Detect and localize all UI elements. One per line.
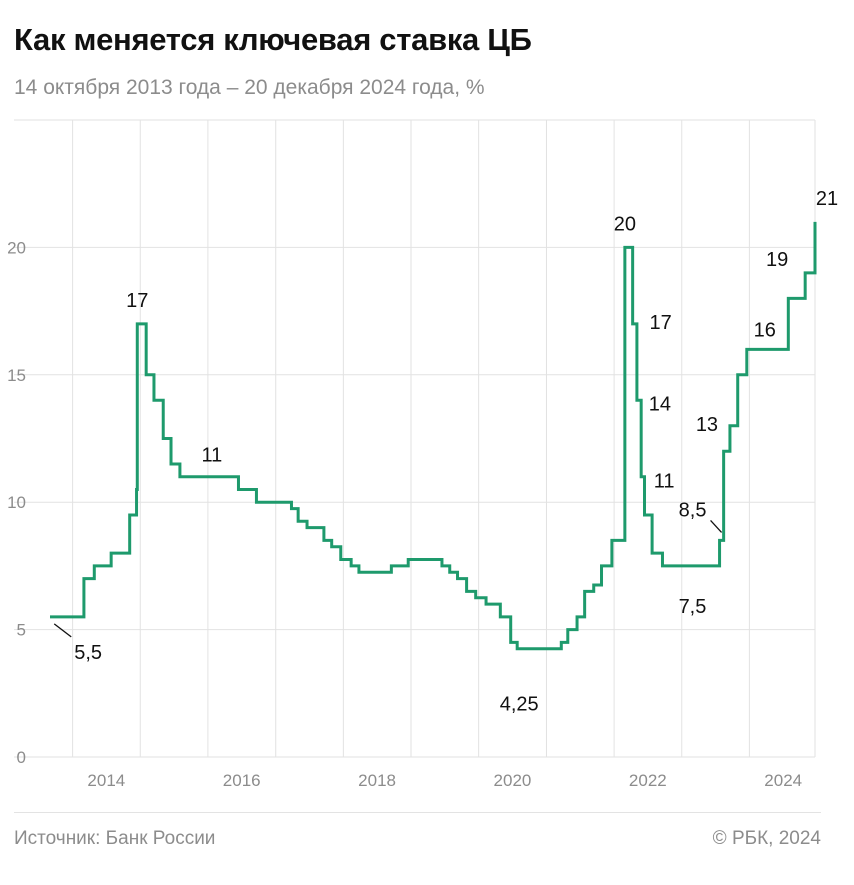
annotation-label: 5,5 [74, 642, 102, 664]
chart-subtitle: 14 октября 2013 года – 20 декабря 2024 г… [14, 76, 485, 99]
annotation-label: 8,5 [679, 499, 707, 521]
footer-divider [14, 812, 821, 813]
y-tick-label: 20 [7, 238, 26, 257]
chart-title: Как меняется ключевая ставка ЦБ [14, 22, 532, 57]
y-axis-ticks: 0 5 10 15 20 [7, 238, 26, 767]
annotation-leader [710, 519, 723, 533]
x-tick-label: 2018 [358, 771, 396, 790]
annotation-label: 14 [649, 393, 671, 415]
y-tick-label: 5 [17, 621, 26, 640]
annotation-label: 21 [816, 188, 838, 210]
y-tick-label: 10 [7, 493, 26, 512]
grid [14, 119, 816, 758]
key-rate-line [50, 221, 817, 651]
annotation-label: 4,25 [500, 694, 539, 716]
annotation-label: 20 [614, 213, 636, 235]
y-tick-label: 15 [7, 366, 26, 385]
y-tick-label: 0 [17, 748, 26, 767]
x-tick-label: 2022 [629, 771, 667, 790]
x-axis-ticks: 2014 2016 2018 2020 2022 2024 [87, 771, 802, 790]
annotation-label: 19 [766, 249, 788, 271]
x-tick-label: 2024 [764, 771, 802, 790]
annotation-label: 17 [126, 290, 148, 312]
annotation-label: 17 [650, 312, 672, 334]
copyright-note: © РБК, 2024 [712, 828, 821, 849]
x-tick-label: 2016 [223, 771, 261, 790]
x-tick-label: 2014 [87, 771, 125, 790]
annotations: 5,5 17 11 4,25 20 17 14 11 7,5 8,5 13 16 19 21 [53, 188, 838, 716]
annotation-label: 7,5 [679, 596, 707, 618]
annotation-label: 16 [754, 319, 776, 341]
annotation-leader [53, 623, 72, 638]
annotation-label: 13 [696, 414, 718, 436]
annotation-label: 11 [654, 471, 675, 493]
series-layer [50, 221, 817, 651]
annotation-label: 11 [202, 445, 223, 467]
x-tick-label: 2020 [494, 771, 532, 790]
source-note: Источник: Банк России [14, 828, 216, 849]
